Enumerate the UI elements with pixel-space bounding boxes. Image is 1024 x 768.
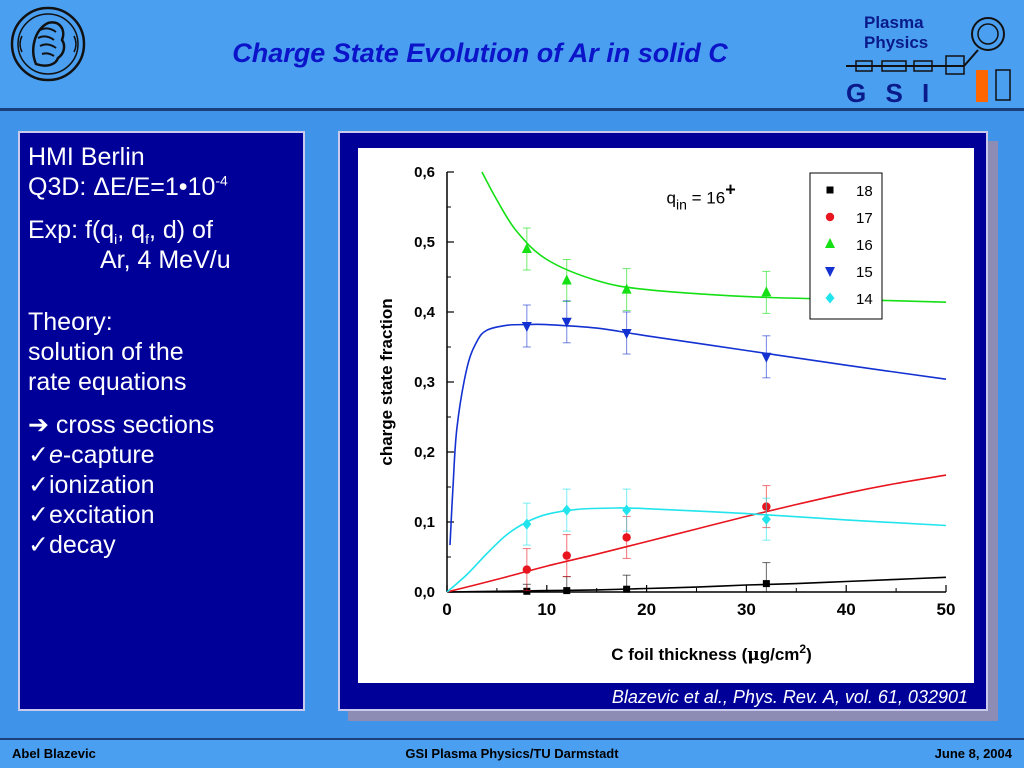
legend-marker-14 xyxy=(825,292,835,304)
y-tick-label: 0,0 xyxy=(414,584,435,601)
y-tick-label: 0,1 xyxy=(414,514,435,531)
check-item-decay: ✓decay xyxy=(28,530,303,560)
data-point-14 xyxy=(761,513,771,525)
ionization-text: ionization xyxy=(48,471,155,499)
fit-curve-17 xyxy=(446,474,947,593)
checkmark-icon: ✓ xyxy=(28,441,49,469)
data-point-17 xyxy=(562,551,571,560)
chart-panel: 0,0 0,1 0,2 0,3 0,4 0,5 0,6 0 10 20 30 40 50 C foil t… xyxy=(338,131,988,711)
data-point-18 xyxy=(762,580,770,588)
x-tick-label: 50 xyxy=(937,600,956,619)
exp-sub-f: f xyxy=(145,231,149,247)
resolution-exponent: -4 xyxy=(215,172,228,189)
y-axis-label: charge state fraction xyxy=(377,298,396,465)
y-tick-label: 0,6 xyxy=(414,164,435,181)
exp-mid: , q xyxy=(117,216,146,244)
legend-box xyxy=(809,172,883,320)
check-item-capture: ✓e-capture xyxy=(28,440,303,470)
capture-italic: e xyxy=(48,441,63,469)
cross-sections-text: cross sections xyxy=(48,411,215,439)
exp-sub-i: i xyxy=(114,231,118,247)
data-point-16 xyxy=(761,286,772,297)
footer-bar: Abel Blazevic GSI Plasma Physics/TU Darm… xyxy=(0,738,1024,768)
fit-curve-14 xyxy=(446,507,947,593)
data-point-16 xyxy=(521,243,532,253)
footer-date: June 8, 2004 xyxy=(934,746,1012,761)
resolution-text: Q3D: ΔE/E=1•10 xyxy=(28,173,216,201)
data-point-14 xyxy=(562,504,572,516)
logo-gsi-text: G S I xyxy=(846,78,935,106)
charge-state-annotation: qin = 16+ xyxy=(667,180,736,213)
check-item-excitation: ✓excitation xyxy=(28,500,303,530)
data-point-14 xyxy=(522,518,532,530)
legend-label-15: 15 xyxy=(856,264,873,281)
data-point-15 xyxy=(561,317,572,328)
data-point-15 xyxy=(521,322,532,332)
legend-label-14: 14 xyxy=(856,291,873,308)
y-tick-label: 0,2 xyxy=(414,444,435,461)
checkmark-icon: ✓ xyxy=(28,471,49,499)
legend-label-18: 18 xyxy=(856,183,873,200)
charge-state-chart: 0,0 0,1 0,2 0,3 0,4 0,5 0,6 0 10 20 30 40 50 C foil t… xyxy=(377,164,956,665)
data-point-18 xyxy=(623,585,631,593)
x-tick-label: 10 xyxy=(537,600,556,619)
data-point-15 xyxy=(761,352,772,363)
legend-marker-15 xyxy=(825,267,835,277)
data-point-17 xyxy=(522,565,532,574)
experiment-line-2: Ar, 4 MeV/u xyxy=(100,246,231,274)
theory-heading: Theory: xyxy=(28,308,113,336)
theory-line-2: solution of the xyxy=(28,338,184,366)
excitation-text: excitation xyxy=(48,501,155,529)
data-point-15 xyxy=(621,329,632,339)
data-point-18 xyxy=(563,587,571,595)
data-point-17 xyxy=(622,533,631,542)
x-tick-label: 30 xyxy=(737,600,756,619)
resolution-line: Q3D: ΔE/E=1•10-4 xyxy=(28,172,303,202)
legend-label-16: 16 xyxy=(856,237,873,254)
data-point-14 xyxy=(622,504,632,516)
header-bar xyxy=(0,0,1024,110)
y-tick-label: 0,3 xyxy=(414,374,435,391)
checkmark-icon: ✓ xyxy=(28,501,49,529)
data-point-16 xyxy=(621,283,632,294)
footer-institution: GSI Plasma Physics/TU Darmstadt xyxy=(405,746,619,761)
x-axis-label: C foil thickness (μg/cm2) xyxy=(611,642,812,665)
fit-curve-18 xyxy=(446,576,947,593)
plot-background: 0,0 0,1 0,2 0,3 0,4 0,5 0,6 0 10 20 30 40 50 C foil t… xyxy=(358,148,974,683)
data-point-16 xyxy=(561,274,572,285)
data-point-18 xyxy=(523,587,531,595)
footer-divider xyxy=(0,738,1024,740)
citation: Blazevic et al., Phys. Rev. A, vol. 61, … xyxy=(611,687,968,707)
header-divider xyxy=(0,108,1024,111)
logo-plasma-text: Plasma xyxy=(864,13,924,32)
lab-line: HMI Berlin xyxy=(28,142,303,172)
legend-marker-18 xyxy=(826,186,834,194)
university-seal-icon xyxy=(10,6,86,82)
arrow-icon: ➔ xyxy=(28,411,49,439)
fit-curve-15 xyxy=(449,323,947,546)
footer-author: Abel Blazevic xyxy=(12,746,96,761)
x-tick-label: 40 xyxy=(837,600,856,619)
logo-physics-text: Physics xyxy=(864,33,928,52)
experiment-line: Exp: f(qi, qf, d) of xyxy=(28,215,303,247)
x-tick-label: 20 xyxy=(637,600,656,619)
legend-marker-16 xyxy=(825,238,835,248)
y-tick-label: 0,5 xyxy=(414,234,435,251)
checkmark-icon: ✓ xyxy=(28,531,49,559)
y-tick-label: 0,4 xyxy=(414,304,436,321)
decay-text: decay xyxy=(48,531,116,559)
theory-line-3: rate equations xyxy=(28,368,187,396)
check-item-ionization: ✓ionization xyxy=(28,470,303,500)
exp-suffix: , d) of xyxy=(148,216,213,244)
legend-label-17: 17 xyxy=(856,210,873,227)
lab-name: HMI Berlin xyxy=(28,143,145,171)
capture-text: -capture xyxy=(62,441,155,469)
plasma-physics-gsi-logo: Plasma Physics G S I xyxy=(846,13,1011,106)
legend-marker-17 xyxy=(825,212,835,222)
exp-prefix: Exp: f(q xyxy=(28,216,115,244)
slide-title: Charge State Evolution of Ar in solid C xyxy=(232,38,728,68)
info-panel: HMI Berlin Q3D: ΔE/E=1•10-4 Exp: f(qi, q… xyxy=(18,131,305,711)
cross-sections-line: ➔ cross sections xyxy=(28,410,303,440)
x-tick-label: 0 xyxy=(442,600,451,619)
